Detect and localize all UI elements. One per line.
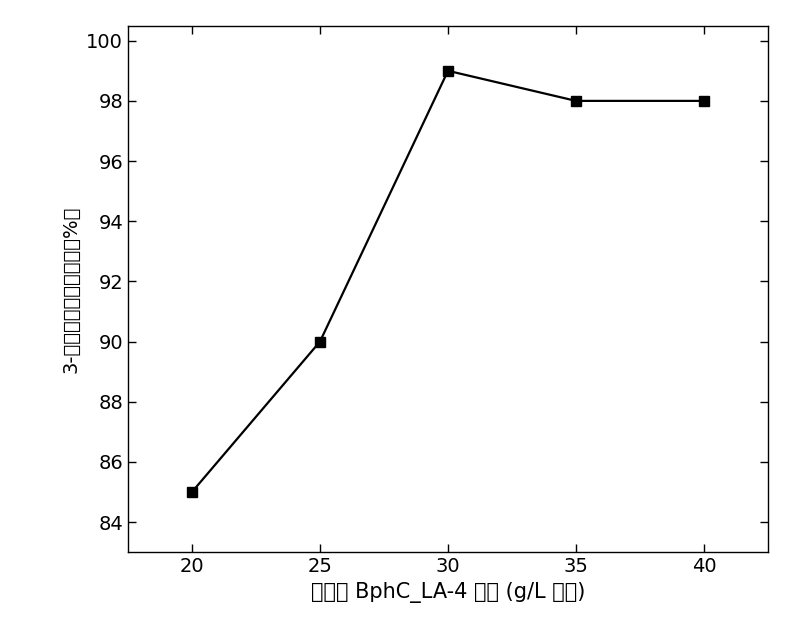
X-axis label: 工程菌 BphC_LA-4 干重 (g/L 干重): 工程菌 BphC_LA-4 干重 (g/L 干重): [311, 582, 585, 603]
Y-axis label: 3-甲基儿茶酚的转化率（%）: 3-甲基儿茶酚的转化率（%）: [62, 205, 81, 372]
